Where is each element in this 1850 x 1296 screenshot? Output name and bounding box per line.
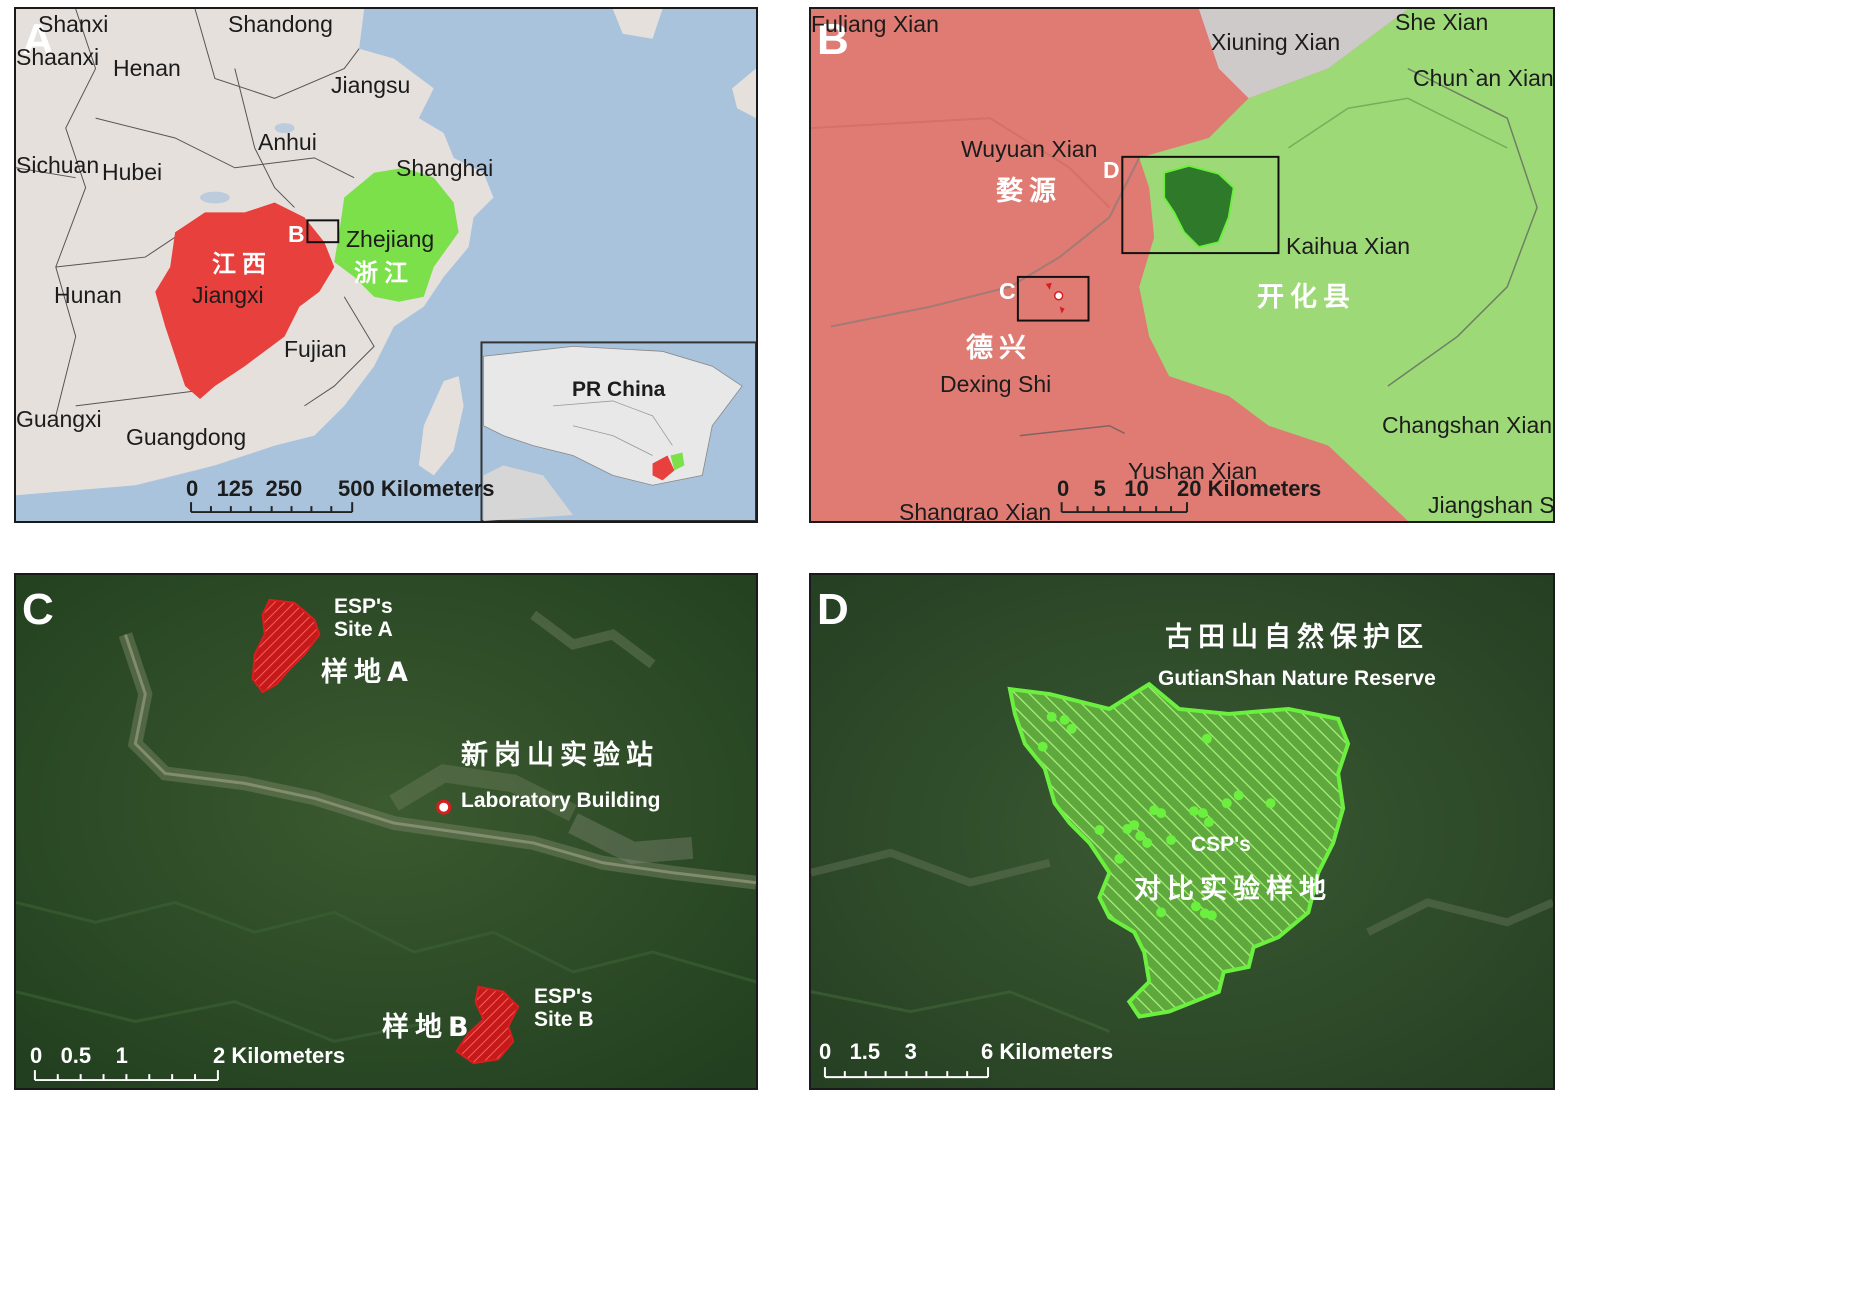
reserve-label: GutianShan Nature Reserve <box>1158 667 1436 690</box>
label-chunan: Chun`an Xian <box>1413 65 1554 91</box>
label-jiangxi: Jiangxi <box>192 282 264 308</box>
site-a-label-line1: ESP's <box>334 595 393 618</box>
label-kaihua-cn: 开化县 <box>1257 282 1356 313</box>
map-panel-c: C ESP's Site A 样地A 新岗山实验站 Laboratory Bui… <box>14 573 758 1090</box>
panel-c-map-graphic <box>16 575 756 1088</box>
scale-bar-icon <box>190 502 354 514</box>
scale-bar-icon <box>33 1070 219 1082</box>
label-hunan: Hunan <box>54 282 122 308</box>
site-a-shape <box>251 598 321 694</box>
panel-letter-b: B <box>817 15 849 64</box>
station-cn: 新岗山实验站 <box>461 740 659 771</box>
label-shandong: Shandong <box>228 11 333 37</box>
site-b-shape <box>455 985 520 1065</box>
label-fuliang: Fuliang Xian <box>811 11 939 37</box>
scale-ticks-a: 0 125 250 <box>186 476 303 501</box>
scale-end-d: 6 Kilometers <box>981 1039 1114 1064</box>
label-anhui: Anhui <box>258 129 317 155</box>
site-b-label-line1: ESP's <box>534 985 593 1008</box>
site-marker-icon <box>436 799 452 815</box>
csp-cn: 对比实验样地 <box>1134 874 1332 905</box>
panel-d-map-graphic <box>811 575 1553 1088</box>
label-box-c: C <box>999 278 1016 304</box>
label-shanghai: Shanghai <box>396 155 494 181</box>
label-hubei: Hubei <box>102 159 163 185</box>
scale-end-b: 20 Kilometers <box>1177 476 1322 501</box>
label-shangrao: Shangrao Xian <box>899 499 1052 523</box>
reserve-shape <box>1007 681 1351 1019</box>
scale-ticks-c: 0 0.5 1 <box>30 1043 128 1068</box>
map-panel-d: D 古田山自然保护区 GutianShan Nature Reserve CSP… <box>809 573 1555 1090</box>
scale-end-a: 500 Kilometers <box>338 476 495 501</box>
label-jiangsu: Jiangsu <box>331 72 411 98</box>
label-xiuning: Xiuning Xian <box>1211 29 1341 55</box>
label-shaanxi: Shaanxi <box>16 44 100 70</box>
panel-letter-c: C <box>22 585 54 634</box>
panel-b-map-graphic <box>811 9 1553 521</box>
label-dexing: Dexing Shi <box>940 371 1052 397</box>
label-wuyuan: Wuyuan Xian <box>961 136 1098 162</box>
label-guangdong: Guangdong <box>126 424 247 450</box>
label-fujian: Fujian <box>284 336 347 362</box>
site-b-label-line2: Site B <box>534 1008 594 1031</box>
label-henan: Henan <box>113 55 181 81</box>
scale-bar-icon <box>1060 502 1188 514</box>
panel-a-map-graphic <box>16 9 756 521</box>
label-zhejiang: Zhejiang <box>346 226 435 252</box>
label-zhejiang-cn: 浙江 <box>354 259 414 287</box>
inset-title: PR China <box>572 378 666 401</box>
map-panel-b: B Fuliang Xian Xiuning Xian She Xian Chu… <box>809 7 1555 523</box>
scale-ticks-d: 0 1.5 3 <box>819 1039 917 1064</box>
label-guangxi: Guangxi <box>16 406 102 432</box>
label-yushan: Yushan Xian <box>1128 458 1258 484</box>
reserve-cn: 古田山自然保护区 <box>1165 622 1429 653</box>
label-dexing-cn: 德兴 <box>966 333 1032 364</box>
label-she: She Xian <box>1395 9 1489 35</box>
panel-letter-a: A <box>22 15 54 64</box>
site-b-cn: 样地B <box>382 1012 475 1043</box>
label-changshan: Changshan Xian <box>1382 412 1553 438</box>
label-shanxi: Shanxi <box>38 11 109 37</box>
csp-label: CSP's <box>1191 833 1251 856</box>
scale-end-c: 2 Kilometers <box>213 1043 346 1068</box>
site-a-label-line2: Site A <box>334 618 393 641</box>
site-a-cn: 样地A <box>321 657 414 688</box>
zhejiang-province-shape <box>334 167 459 302</box>
label-jiangxi-cn: 江西 <box>212 250 272 278</box>
map-panel-a: A Shanxi Shandong Shaanxi Henan Jiangsu … <box>14 7 758 523</box>
label-sichuan: Sichuan <box>16 152 100 178</box>
label-kaihua: Kaihua Xian <box>1286 233 1411 259</box>
panel-letter-d: D <box>817 585 849 634</box>
scale-bar-icon <box>823 1067 990 1079</box>
label-wuyuan-cn: 婺源 <box>996 176 1062 207</box>
label-jiangshan: Jiangshan Shi <box>1428 492 1555 518</box>
jiangxi-province-shape <box>155 202 335 399</box>
label-box-d: D <box>1103 157 1120 183</box>
scale-ticks-b: 0 5 10 <box>1057 476 1149 501</box>
lab-building-label: Laboratory Building <box>461 789 661 812</box>
label-box-b: B <box>288 221 305 247</box>
